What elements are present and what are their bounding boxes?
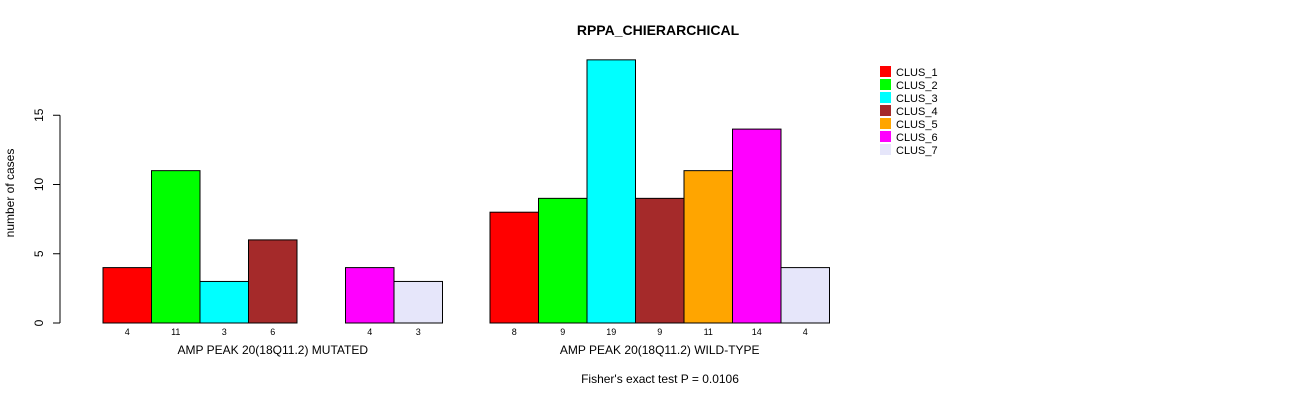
- legend-label: CLUS_5: [896, 119, 938, 131]
- bar-clus-2: [538, 197, 588, 324]
- legend-swatch: [880, 118, 891, 129]
- y-axis-label: number of cases: [3, 149, 17, 238]
- bar-count-label: 14: [752, 327, 762, 337]
- legend-swatch: [880, 105, 891, 116]
- bar-clus-4: [248, 239, 298, 324]
- bar-count-label: 3: [416, 327, 421, 337]
- legend-label: CLUS_7: [896, 145, 938, 157]
- legend-swatch: [880, 79, 891, 90]
- bar-count-label: 4: [367, 327, 372, 337]
- y-tick-label: 5: [32, 250, 46, 257]
- bar-count-label: 19: [606, 327, 616, 337]
- y-axis: 0 5 10 15: [32, 108, 61, 326]
- bar-clus-3: [586, 59, 636, 324]
- bar-count-label: 4: [803, 327, 808, 337]
- y-tick-label: 0: [32, 319, 46, 326]
- bar-clus-7: [393, 280, 443, 324]
- group-label: AMP PEAK 20(18Q11.2) MUTATED: [177, 343, 368, 357]
- legend-label: CLUS_6: [896, 132, 938, 144]
- legend: CLUS_1CLUS_2CLUS_3CLUS_4CLUS_5CLUS_6CLUS…: [880, 66, 938, 157]
- bar-clus-1: [489, 211, 539, 324]
- bar-clus-2: [151, 170, 201, 324]
- bar-count-label: 9: [560, 327, 565, 337]
- chart-title: RPPA_CHIERARCHICAL: [577, 22, 740, 38]
- legend-swatch: [880, 131, 891, 142]
- bar-clus-7: [780, 267, 830, 324]
- bar-clus-3: [199, 280, 249, 324]
- group-label: AMP PEAK 20(18Q11.2) WILD-TYPE: [560, 343, 760, 357]
- legend-swatch: [880, 66, 891, 77]
- bar-clus-4: [635, 197, 685, 324]
- bar-clus-1: [102, 267, 152, 324]
- y-tick-label: 10: [32, 178, 46, 192]
- bar-clus-6: [732, 128, 782, 324]
- bars: 4 11 3 6 4 3 AMP PEAK 20(18Q11.2) MUTATED 8 9 19 9…: [102, 59, 830, 357]
- legend-swatch: [880, 144, 891, 155]
- bar-count-label: 11: [171, 327, 180, 337]
- legend-swatch: [880, 92, 891, 103]
- y-tick-label: 15: [32, 108, 46, 122]
- legend-label: CLUS_2: [896, 80, 938, 92]
- bar-count-label: 11: [704, 327, 713, 337]
- bar-count-label: 3: [222, 327, 227, 337]
- footnote: Fisher's exact test P = 0.0106: [581, 372, 739, 386]
- bar-count-label: 4: [125, 327, 130, 337]
- legend-label: CLUS_3: [896, 93, 938, 105]
- bar-count-label: 8: [512, 327, 517, 337]
- bar-count-label: 9: [657, 327, 662, 337]
- legend-label: CLUS_1: [896, 67, 938, 79]
- bar-count-label: 6: [270, 327, 275, 337]
- bar-clus-6: [345, 267, 395, 324]
- legend-label: CLUS_4: [896, 106, 938, 118]
- bar-clus-5: [683, 170, 733, 324]
